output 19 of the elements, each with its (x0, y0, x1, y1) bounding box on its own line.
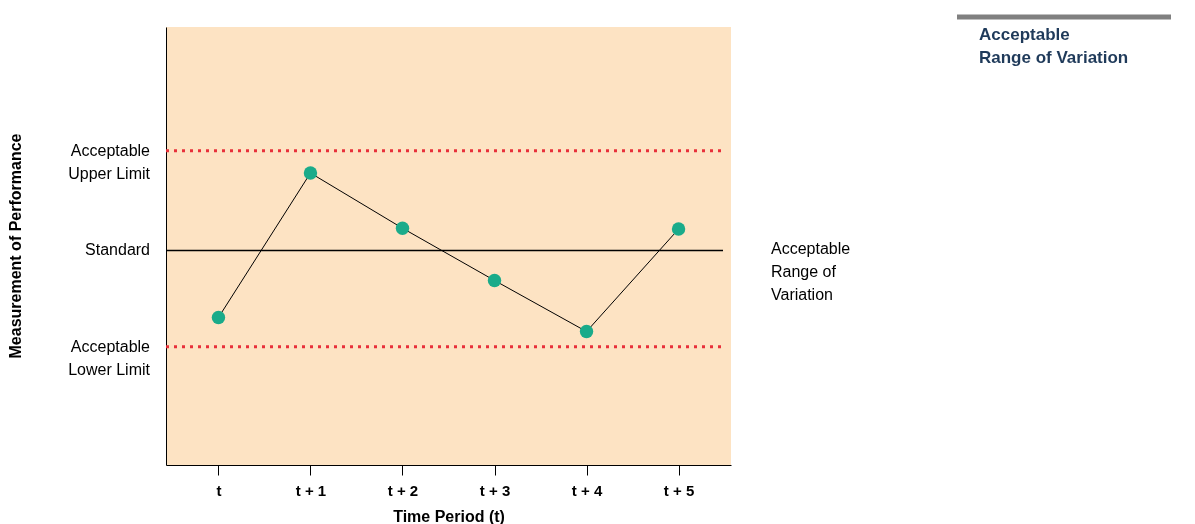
point (579, 324, 594, 339)
text: Measurement of Performance (7, 133, 24, 359)
ref-line-label: Acceptable Upper Limit (68, 141, 151, 182)
x-tick-label: t (216, 481, 222, 499)
x-tick-label: t + 5 (663, 481, 695, 499)
x-tick-label: t + 3 (479, 481, 511, 499)
point (211, 310, 226, 325)
point (487, 273, 502, 288)
point (303, 166, 318, 180)
ref-line-label: Acceptable Lower Limit (68, 337, 151, 378)
point (671, 222, 686, 236)
x-axis-title: Time Period (t) (393, 507, 505, 524)
x-tick-label: t + 1 (295, 481, 327, 499)
ref-line-label: Standard (85, 241, 150, 259)
text: Acceptable Range of Variation (979, 25, 1129, 67)
text: Acceptable Range of Variation (771, 239, 851, 303)
x-tick-label: t + 2 (387, 481, 419, 499)
x-tick-label: t + 4 (571, 481, 603, 499)
point (395, 221, 410, 235)
